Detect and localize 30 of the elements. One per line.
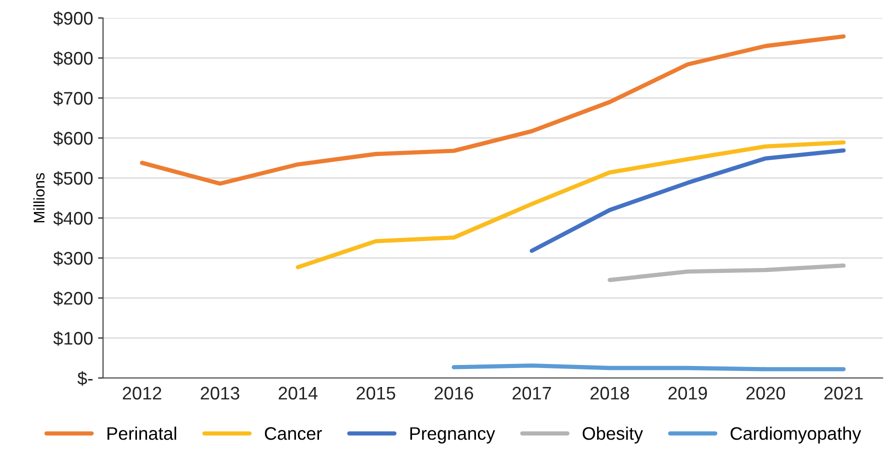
- y-tick-label: $800: [53, 51, 93, 66]
- y-tick-label: $300: [53, 251, 93, 266]
- x-tick-label: 2018: [590, 386, 630, 400]
- y-tick-label: $900: [53, 11, 93, 26]
- x-tick-label: 2021: [824, 386, 863, 400]
- x-tick-label: 2015: [356, 386, 396, 400]
- x-tick-label: 2017: [512, 386, 551, 400]
- line-series: [530, 148, 846, 253]
- y-tick-label: $500: [53, 171, 93, 186]
- y-tick-label: $700: [53, 91, 93, 106]
- legend-label: Cardiomyopathy: [730, 426, 862, 444]
- x-tick-label: 2019: [668, 386, 707, 400]
- x-tick-label: 2014: [278, 386, 318, 400]
- line-series: [608, 264, 846, 282]
- y-tick-label: $100: [53, 331, 93, 346]
- legend-label: Pregnancy: [410, 427, 496, 444]
- y-tick-label: $-: [77, 371, 93, 386]
- y-tick-label: $200: [53, 291, 93, 306]
- y-axis-title: Millions: [33, 173, 45, 222]
- x-tick-label: 2012: [122, 386, 162, 400]
- x-tick-label: 2013: [200, 386, 240, 400]
- line-series: [140, 34, 846, 186]
- y-tick-label: $400: [53, 211, 93, 226]
- legend-label: Obesity: [582, 426, 644, 444]
- legend-label: Cancer: [264, 427, 322, 440]
- x-tick-label: 2016: [434, 386, 474, 400]
- x-tick-label: 2020: [746, 386, 786, 400]
- line-series: [296, 140, 846, 270]
- legend-label: Perinatal: [108, 426, 176, 440]
- y-tick-label: $600: [53, 131, 93, 146]
